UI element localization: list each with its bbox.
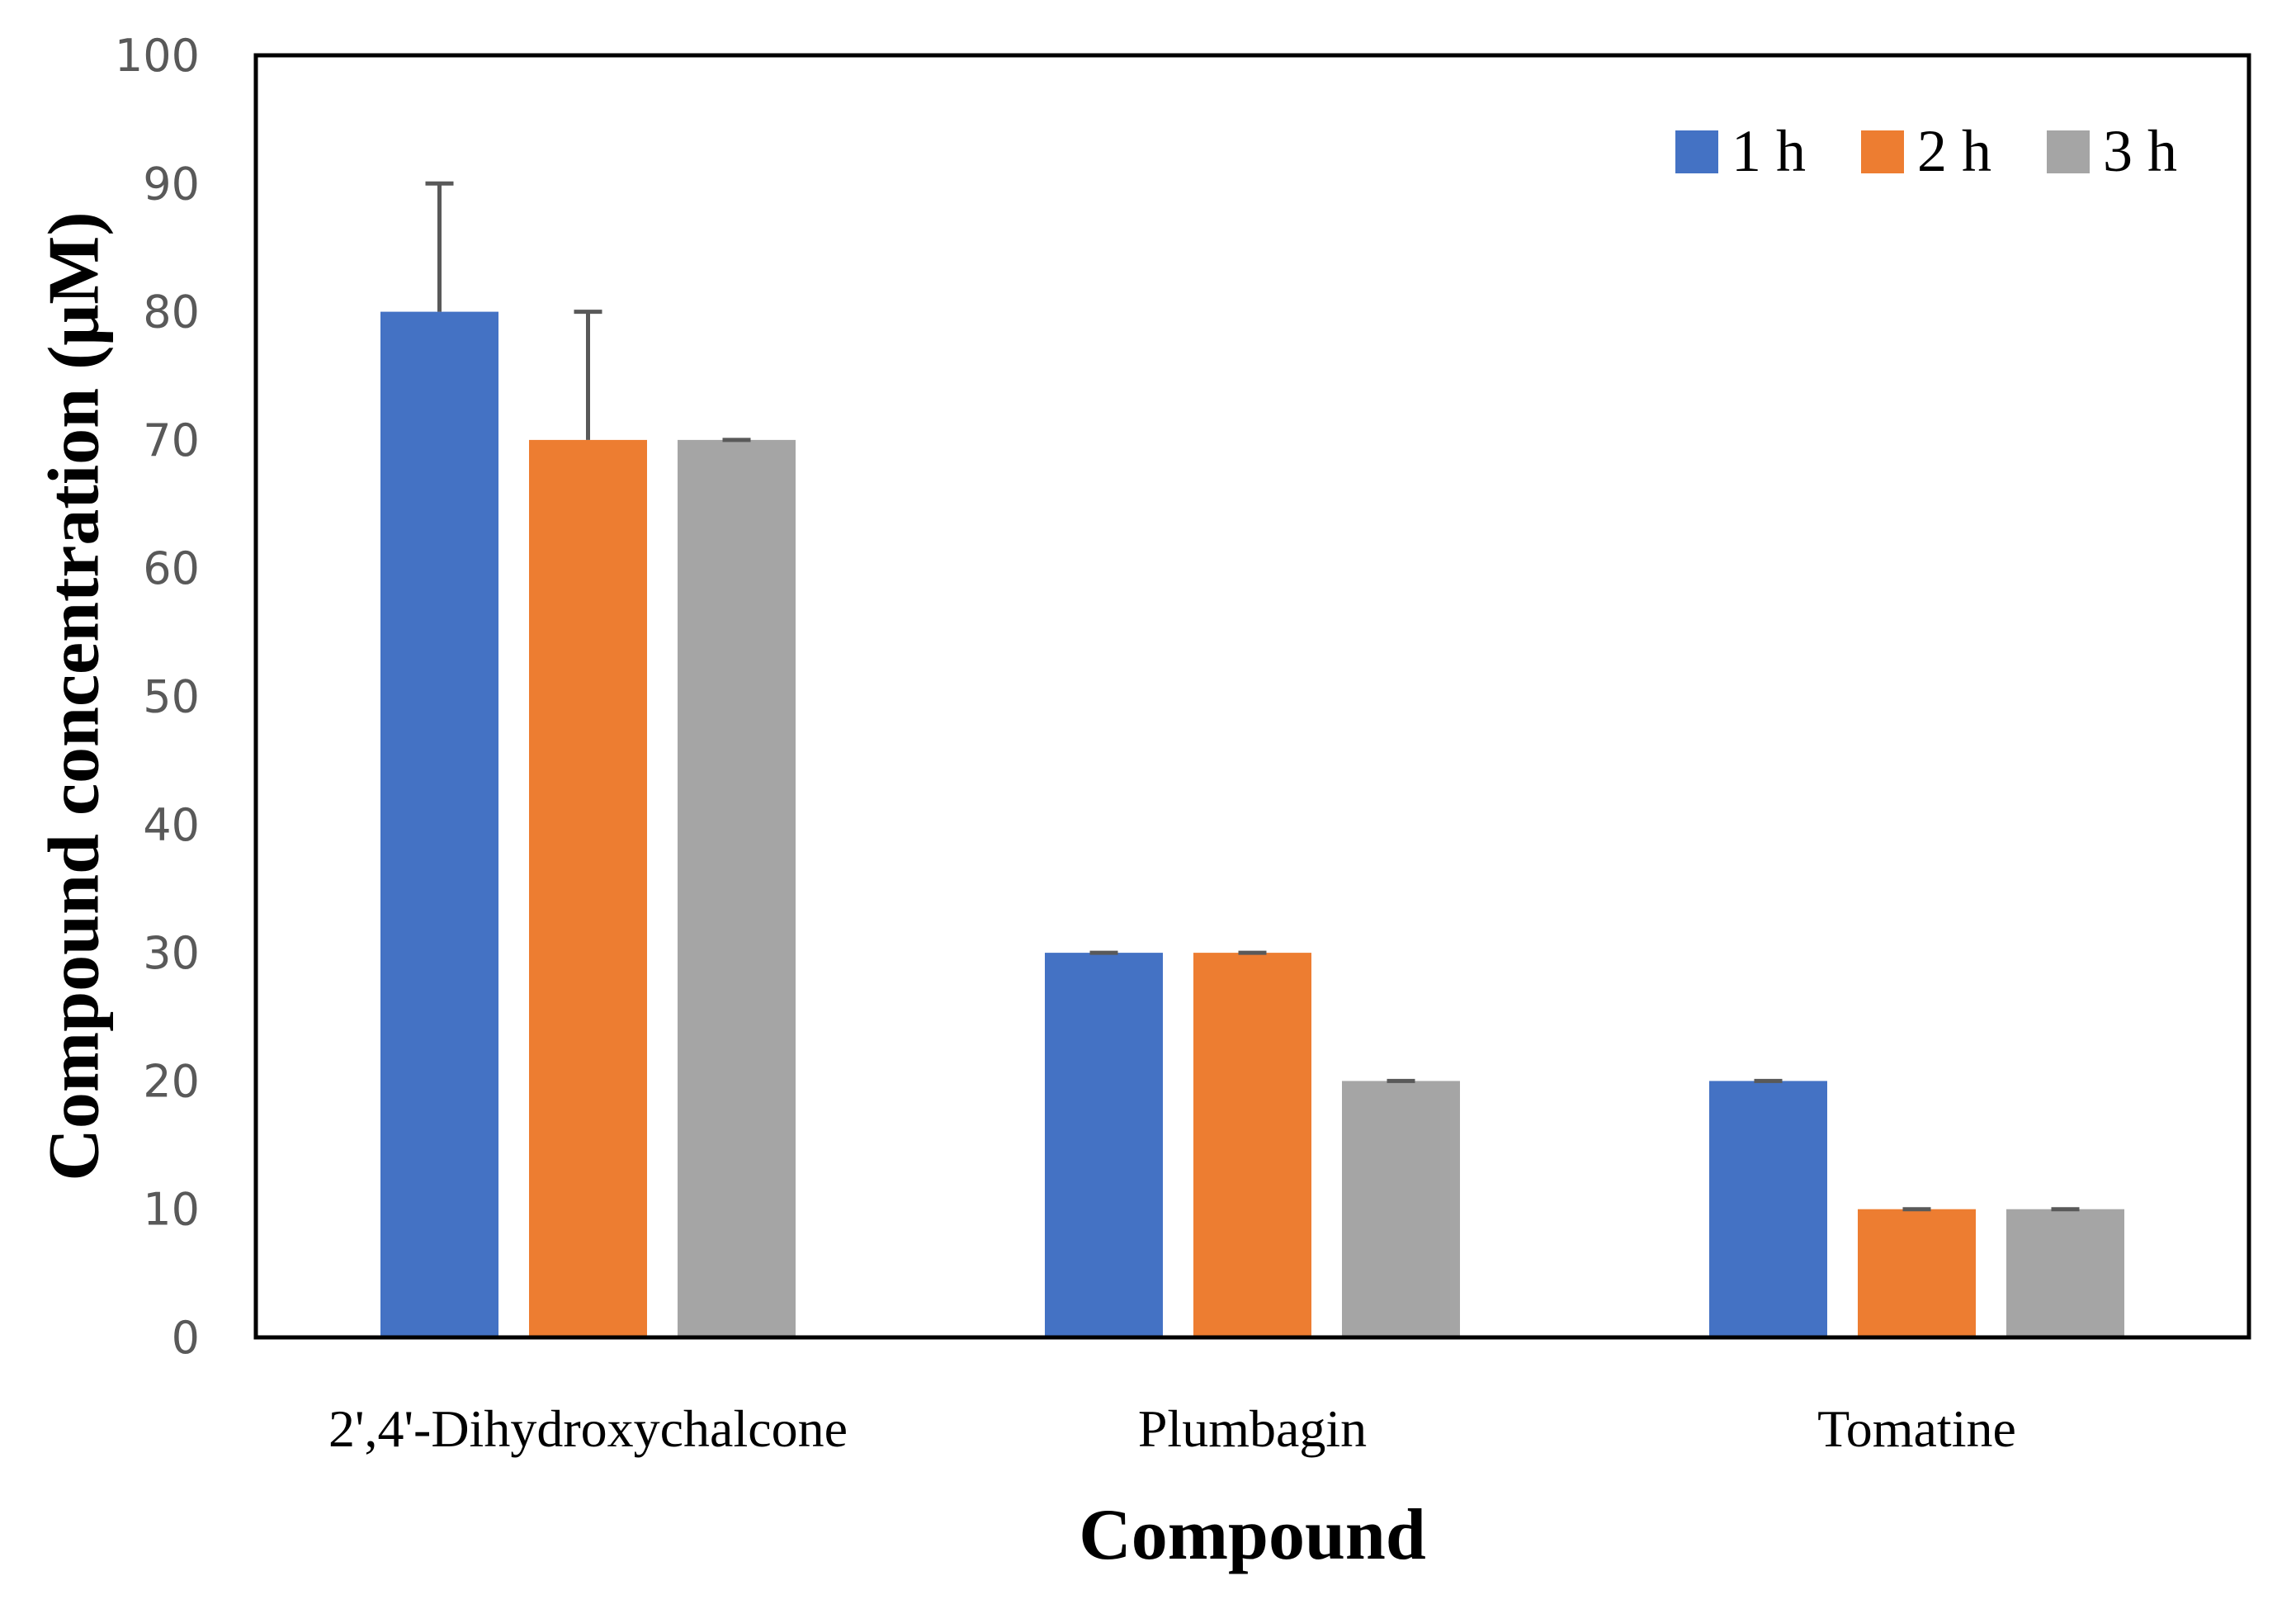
bar-2h-cat0 <box>529 439 647 1337</box>
legend-swatch <box>1861 130 1904 173</box>
bar-3h-cat0 <box>678 439 796 1337</box>
y-tick-label: 50 <box>143 671 200 723</box>
error-bars-layer <box>425 181 2080 1212</box>
bar-1h-cat1 <box>1045 953 1163 1337</box>
bar-1h-cat0 <box>380 311 498 1338</box>
y-tick-label: 40 <box>143 799 200 851</box>
legend-swatch <box>1675 130 1718 173</box>
y-tick-label: 80 <box>143 286 200 338</box>
error-bar <box>425 181 454 312</box>
x-tick-label: Tomatine <box>1817 1399 2016 1458</box>
legend-item: 3 h <box>2047 118 2177 184</box>
y-tick-label: 60 <box>143 542 200 594</box>
legend-item: 2 h <box>1861 118 1991 184</box>
legend-swatch <box>2047 130 2090 173</box>
bars-layer <box>380 311 2124 1338</box>
y-tick-label: 10 <box>143 1184 200 1236</box>
bar-1h-cat2 <box>1709 1081 1827 1337</box>
x-axis-ticks: 2',4'-Dihydroxychalcone Plumbagin Tomatine <box>328 1399 2016 1458</box>
legend-label: 3 h <box>2103 118 2177 184</box>
legend-item: 1 h <box>1675 118 1806 184</box>
legend: 1 h 2 h 3 h <box>1675 118 2177 184</box>
y-tick-label: 20 <box>143 1055 200 1107</box>
x-tick-label: 2',4'-Dihydroxychalcone <box>328 1399 848 1458</box>
y-axis-title: Compound concentration (μM) <box>35 211 115 1181</box>
bar-3h-cat2 <box>2006 1209 2124 1337</box>
plot-area-frame <box>253 53 2251 1340</box>
y-tick-label: 100 <box>115 30 200 82</box>
y-tick-label: 90 <box>143 158 200 210</box>
y-tick-label: 0 <box>172 1312 200 1364</box>
legend-label: 1 h <box>1731 118 1806 184</box>
error-bar <box>574 310 602 440</box>
y-axis-ticks: 0 10 20 30 40 50 60 70 80 90 100 <box>115 30 200 1364</box>
y-tick-label: 70 <box>143 414 200 466</box>
bar-2h-cat2 <box>1858 1209 1976 1337</box>
bar-2h-cat1 <box>1193 953 1311 1337</box>
x-tick-label: Plumbagin <box>1138 1399 1367 1458</box>
bar-3h-cat1 <box>1342 1081 1460 1337</box>
y-tick-label: 30 <box>143 927 200 979</box>
legend-label: 2 h <box>1917 118 1991 184</box>
x-axis-title: Compound <box>1079 1495 1426 1575</box>
